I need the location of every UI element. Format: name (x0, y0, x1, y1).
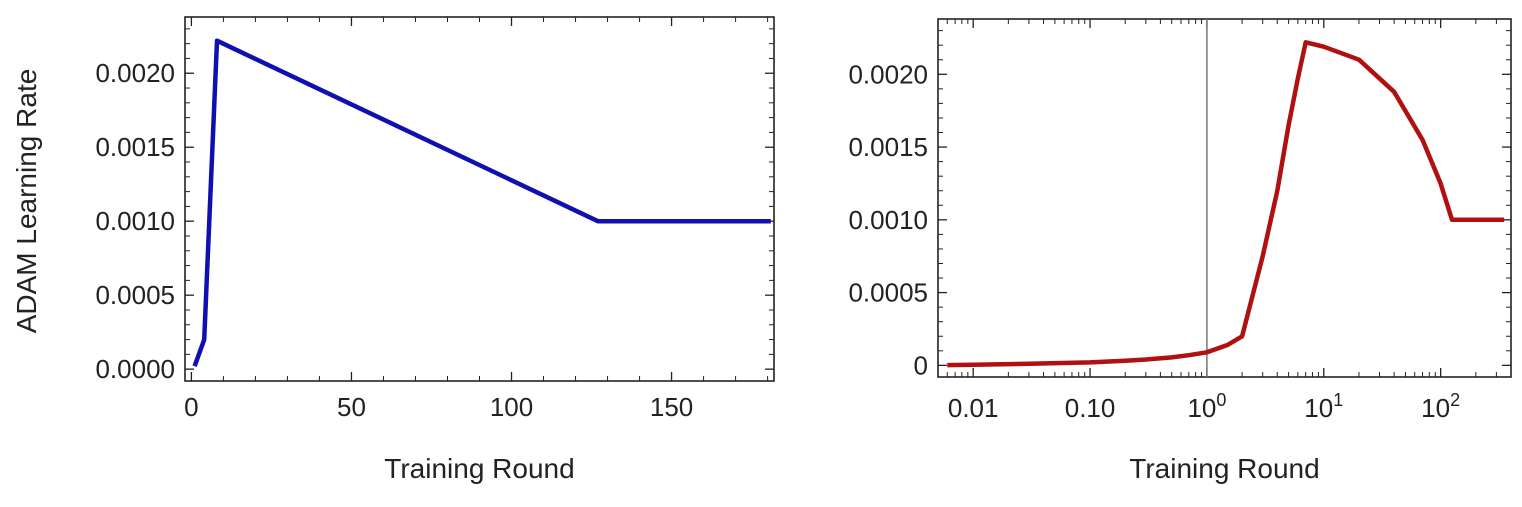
plot-frame (937, 18, 1512, 378)
y-tick-label: 0 (914, 350, 928, 380)
y-tick-label: 0.0020 (848, 59, 928, 89)
y-axis-label: ADAM Learning Rate (11, 69, 42, 334)
y-tick-label: 0.0020 (95, 58, 175, 88)
x-tick-label: 101 (1304, 390, 1343, 423)
x-axis-label: Training Round (1129, 453, 1319, 484)
x-tick-label: 0.10 (1065, 393, 1116, 423)
x-axis-label: Training Round (384, 453, 574, 484)
series-line-1 (947, 40, 1505, 368)
y-tick-label: 0.0000 (95, 354, 175, 384)
x-tick-label: 50 (337, 392, 366, 422)
x-tick-label: 100 (1187, 390, 1226, 423)
x-tick-label: 100 (490, 392, 533, 422)
x-tick-label: 102 (1421, 390, 1460, 423)
series-line-1 (192, 38, 771, 367)
plot-frame (184, 16, 775, 382)
y-tick-label: 0.0015 (848, 132, 928, 162)
x-tick-label: 150 (650, 392, 693, 422)
y-tick-label: 0.0010 (848, 205, 928, 235)
y-tick-label: 0.0005 (95, 280, 175, 310)
x-tick-label: 0.01 (948, 393, 999, 423)
y-tick-label: 0.0005 (848, 278, 928, 308)
y-tick-label: 0.0010 (95, 206, 175, 236)
x-tick-label: 0 (184, 392, 198, 422)
chart-panel-1: 0.0000 0.0005 0.0010 0.0015 0.0020 0 50 100 150 T… (11, 16, 775, 484)
y-tick-label: 0.0015 (95, 132, 175, 162)
chart-panel-2: 0 0.0005 0.0010 0.0015 0.0020 0.01 0.10 100 101 1… (848, 18, 1512, 484)
